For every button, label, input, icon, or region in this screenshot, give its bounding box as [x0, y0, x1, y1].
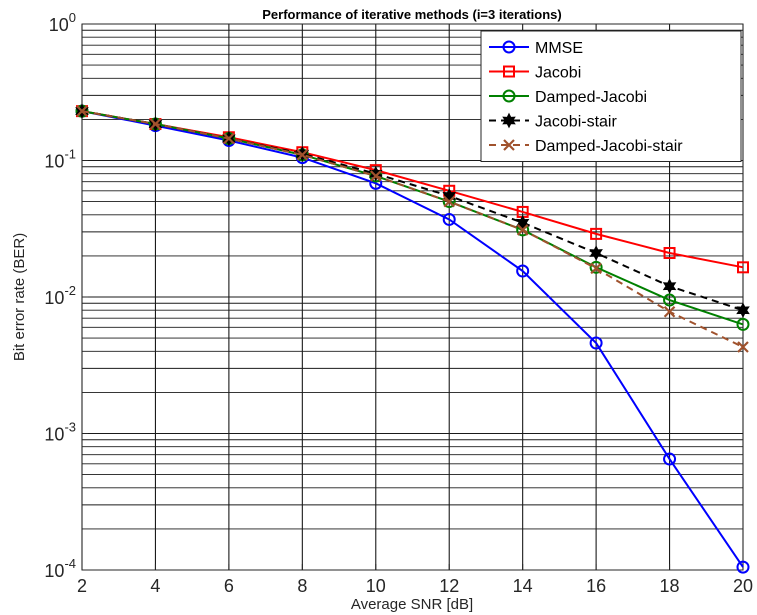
- legend-marker-jacobi-stair: [502, 112, 516, 129]
- data-point-damped-jacobi: [589, 260, 603, 274]
- y-tick-label: 100: [49, 10, 76, 35]
- data-point-mmse: [516, 264, 530, 278]
- legend-label-jacobi: Jacobi: [535, 65, 581, 82]
- series-damped-jacobi-stair: [76, 105, 749, 353]
- data-point-damped-jacobi-stair: [590, 262, 602, 275]
- data-point-damped-jacobi-stair: [149, 118, 162, 130]
- x-tick-label: 18: [660, 576, 680, 596]
- data-point-damped-jacobi-stair: [663, 305, 676, 318]
- legend: MMSE Jacobi Damped-Jacobi Jacobi-stair Dampe…: [480, 30, 742, 162]
- data-point-damped-jacobi-stair: [737, 341, 749, 353]
- data-point-jacobi-stair: [589, 245, 603, 261]
- x-tick-label: 6: [224, 576, 234, 596]
- x-tick-label: 20: [733, 576, 753, 596]
- series-layer: [75, 103, 750, 574]
- x-tick-label: 4: [150, 576, 160, 596]
- x-tick-label: 14: [513, 576, 533, 596]
- data-point-jacobi: [590, 227, 603, 240]
- legend-marker-jacobi: [503, 65, 515, 78]
- data-point-mmse: [663, 452, 677, 466]
- data-point-jacobi: [737, 261, 749, 274]
- x-tick-label: 10: [366, 576, 386, 596]
- y-tick-label: 10-1: [44, 147, 76, 172]
- data-point-jacobi-stair: [662, 278, 677, 295]
- ticks: 2 4 6 8 10 12 14 16 18 20 100 10-1 10-2 10-3 10-4: [44, 10, 753, 596]
- x-axis-label: Average SNR [dB]: [351, 596, 473, 613]
- data-point-damped-jacobi-stair: [76, 105, 88, 117]
- data-point-damped-jacobi-stair: [370, 170, 382, 182]
- x-tick-label: 12: [439, 576, 459, 596]
- data-point-damped-jacobi: [663, 293, 677, 307]
- chart-title: Performance of iterative methods (i=3 it…: [262, 7, 561, 22]
- y-axis-label: Bit error rate (BER): [11, 233, 28, 361]
- legend-label-damped-jacobi-stair: Damped-Jacobi-stair: [535, 138, 683, 155]
- data-point-jacobi: [663, 247, 676, 260]
- data-point-jacobi-stair: [736, 302, 750, 319]
- data-point-damped-jacobi-stair: [516, 224, 529, 236]
- series-line-mmse: [81, 110, 744, 568]
- legend-marker-mmse: [502, 40, 516, 54]
- legend-marker-damped-jacobi: [502, 89, 516, 103]
- data-point-jacobi-stair: [368, 165, 383, 182]
- y-tick-label: 10-2: [44, 283, 76, 308]
- data-point-mmse: [442, 212, 456, 226]
- data-point-damped-jacobi-stair: [443, 195, 455, 208]
- data-point-damped-jacobi-stair: [296, 149, 309, 161]
- legend-label-damped-jacobi: Damped-Jacobi: [535, 89, 647, 106]
- y-tick-label: 10-3: [44, 420, 76, 445]
- data-point-mmse: [589, 336, 603, 350]
- legend-marker-damped-jacobi-stair: [503, 139, 515, 151]
- data-point-damped-jacobi-stair: [223, 132, 235, 145]
- legend-label-jacobi-stair: Jacobi-stair: [535, 114, 617, 131]
- x-tick-label: 8: [297, 576, 307, 596]
- data-point-mmse: [736, 560, 750, 574]
- y-tick-label: 10-4: [44, 556, 76, 581]
- x-tick-label: 16: [586, 576, 606, 596]
- x-tick-label: 2: [77, 576, 87, 596]
- series-line-damped-jacobi-stair: [81, 110, 744, 348]
- legend-label-mmse: MMSE: [535, 40, 583, 57]
- data-point-damped-jacobi: [736, 317, 750, 331]
